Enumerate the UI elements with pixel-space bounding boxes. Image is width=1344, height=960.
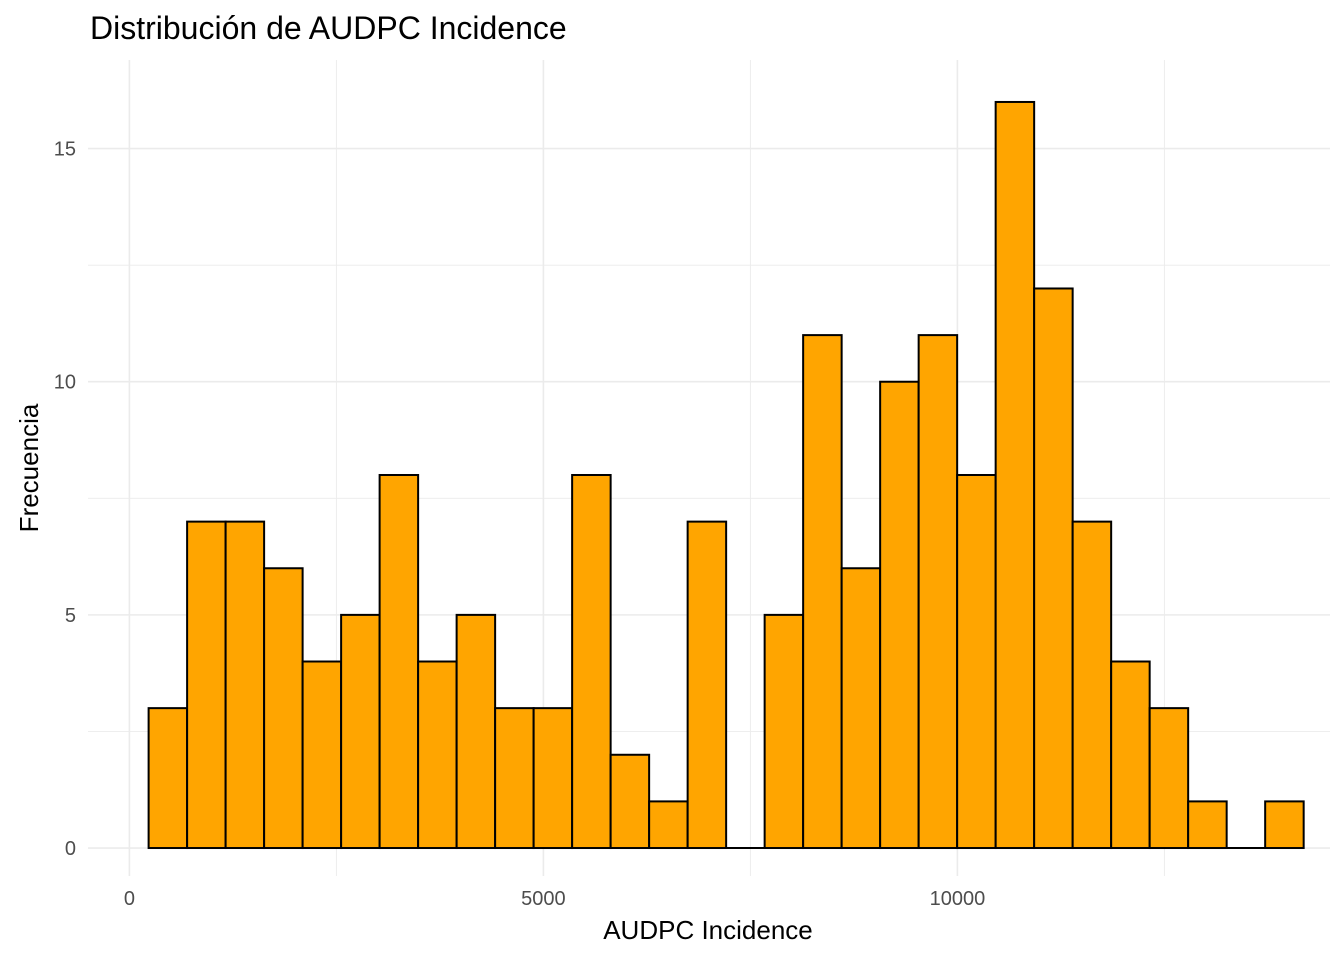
histogram-bar <box>840 567 882 850</box>
histogram-bar <box>1148 707 1190 850</box>
bars <box>147 100 1305 850</box>
y-axis-ticks: 0 5 10 15 <box>54 139 76 860</box>
y-tick-label: 0 <box>65 838 76 860</box>
histogram-bar <box>956 473 997 850</box>
histogram-bar <box>571 473 612 850</box>
histogram-bar <box>802 334 843 850</box>
histogram-bar <box>186 520 227 850</box>
y-axis-title: Frecuencia <box>14 403 44 532</box>
histogram-bar <box>494 707 535 850</box>
histogram-bar <box>1264 800 1305 850</box>
y-tick-label: 5 <box>65 605 76 627</box>
histogram-bar <box>455 613 497 850</box>
histogram-bar <box>263 567 304 850</box>
histogram-bar <box>1071 520 1113 850</box>
y-tick-label: 15 <box>54 139 76 161</box>
histogram-bar <box>648 800 689 850</box>
x-axis-title: AUDPC Incidence <box>603 915 813 945</box>
histogram-bar <box>224 520 266 850</box>
histogram-bar <box>378 473 420 850</box>
histogram-bar <box>147 707 189 850</box>
histogram-bar <box>340 613 381 850</box>
x-axis-ticks: 0 5000 10000 <box>124 888 985 910</box>
histogram-bar <box>301 660 343 850</box>
histogram-bar <box>917 334 959 850</box>
histogram-bar <box>417 660 458 850</box>
histogram-bar <box>1110 660 1151 850</box>
histogram-bar <box>532 707 574 850</box>
histogram-bar <box>994 100 1036 850</box>
histogram-bar <box>1033 287 1074 850</box>
y-tick-label: 10 <box>54 372 76 394</box>
histogram-bar <box>686 520 728 850</box>
histogram-bar <box>609 753 651 850</box>
histogram-bar <box>763 613 805 850</box>
histogram-bar <box>879 380 920 850</box>
x-tick-label: 5000 <box>521 888 566 910</box>
histogram-bar <box>1187 800 1228 850</box>
x-tick-label: 10000 <box>930 888 986 910</box>
chart-title: Distribución de AUDPC Incidence <box>90 10 567 46</box>
x-tick-label: 0 <box>124 888 135 910</box>
